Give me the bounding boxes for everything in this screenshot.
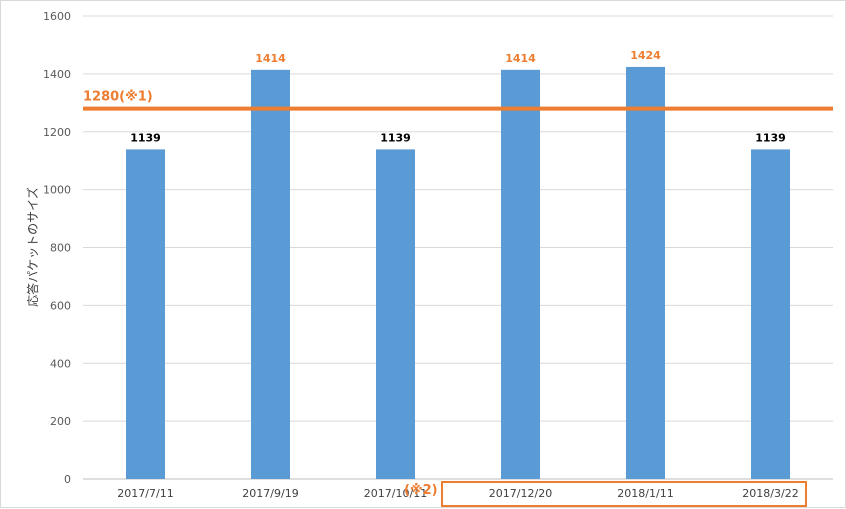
data-label: 1414 xyxy=(255,52,286,65)
data-label: 1414 xyxy=(505,52,536,65)
data-label: 1139 xyxy=(130,131,161,144)
y-tick-label: 1000 xyxy=(43,184,71,197)
x-axis-ticks: 2017/7/11 2017/9/19 2017/10/11 2017/12/20 20… xyxy=(117,487,798,500)
y-tick-label: 0 xyxy=(64,473,71,486)
bar xyxy=(376,149,415,480)
y-tick-label: 200 xyxy=(50,415,71,428)
bar xyxy=(626,66,665,480)
data-labels: 1139 1414 1139 1414 1424 1139 xyxy=(130,49,786,144)
bar xyxy=(251,69,290,479)
bar xyxy=(751,149,790,480)
y-axis-ticks: 0 200 400 600 800 1000 1200 1400 1600 xyxy=(43,10,71,486)
data-label: 1139 xyxy=(380,131,411,144)
y-tick-label: 1400 xyxy=(43,68,71,81)
reference-line-group: 1280(※1) xyxy=(83,90,833,111)
x-tick-label: 2018/3/22 xyxy=(742,487,798,500)
group-annotation-label: (※2) xyxy=(404,483,438,498)
x-tick-label: 2018/1/11 xyxy=(617,487,673,500)
y-axis-label: 応答パケットのサイズ xyxy=(25,187,40,307)
bars xyxy=(126,66,790,480)
y-tick-label: 800 xyxy=(50,242,71,255)
y-tick-label: 1200 xyxy=(43,126,71,139)
x-tick-label: 2017/10/11 xyxy=(364,487,427,500)
x-tick-label: 2017/7/11 xyxy=(117,487,173,500)
bar xyxy=(501,69,540,479)
data-label: 1139 xyxy=(755,131,786,144)
reference-line-label: 1280(※1) xyxy=(83,90,153,105)
y-tick-label: 1600 xyxy=(43,10,71,23)
bar xyxy=(126,149,165,480)
group-annotation: (※2) xyxy=(404,481,807,507)
data-label: 1424 xyxy=(630,49,661,62)
x-tick-label: 2017/9/19 xyxy=(242,487,298,500)
y-tick-label: 600 xyxy=(50,299,71,312)
gridlines xyxy=(83,15,833,480)
x-tick-label: 2017/12/20 xyxy=(489,487,552,500)
group-annotation-box xyxy=(441,481,807,507)
y-tick-label: 400 xyxy=(50,357,71,370)
